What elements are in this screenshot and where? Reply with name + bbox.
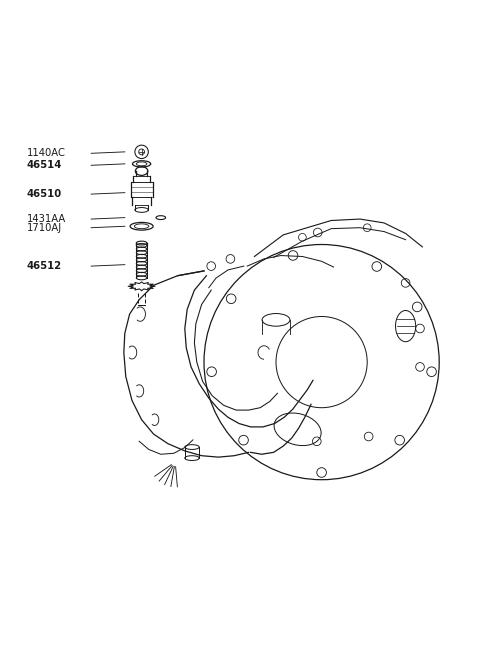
Text: 1710AJ: 1710AJ xyxy=(26,223,61,233)
Text: 1431AA: 1431AA xyxy=(26,214,66,224)
Text: 46510: 46510 xyxy=(26,189,61,199)
Text: 46512: 46512 xyxy=(26,261,61,271)
Text: 1140AC: 1140AC xyxy=(26,148,65,158)
Text: 46514: 46514 xyxy=(26,160,62,170)
